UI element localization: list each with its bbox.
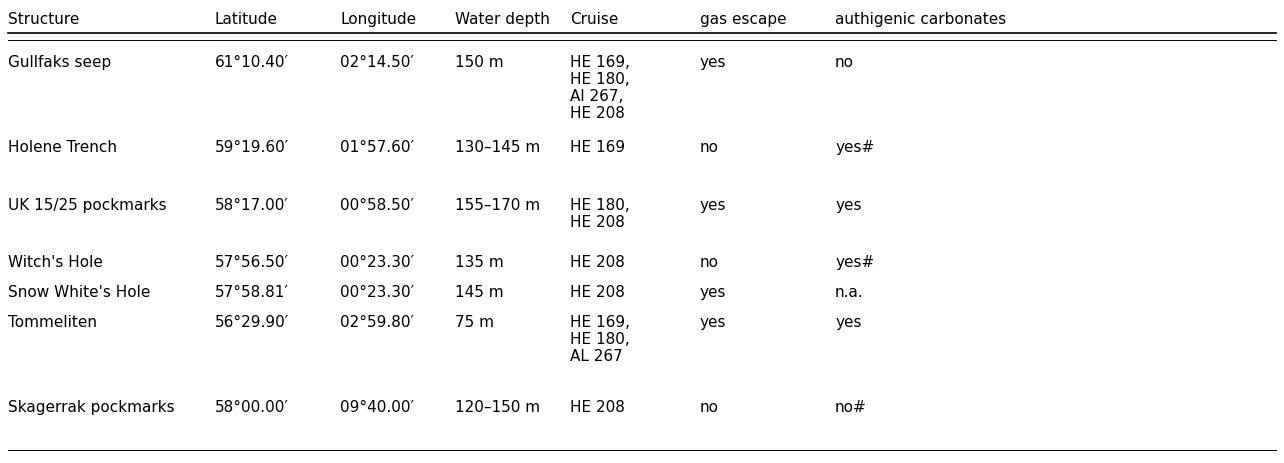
- Text: no: no: [835, 55, 854, 70]
- Text: yes: yes: [835, 198, 862, 213]
- Text: HE 180,: HE 180,: [570, 332, 629, 347]
- Text: 155–170 m: 155–170 m: [455, 198, 541, 213]
- Text: 59°19.60′: 59°19.60′: [214, 140, 289, 155]
- Text: HE 180,: HE 180,: [570, 72, 629, 87]
- Text: Latitude: Latitude: [214, 12, 279, 27]
- Text: Holene Trench: Holene Trench: [8, 140, 117, 155]
- Text: 145 m: 145 m: [455, 285, 503, 300]
- Text: 58°00.00′: 58°00.00′: [214, 400, 289, 415]
- Text: Witch's Hole: Witch's Hole: [8, 255, 103, 270]
- Text: UK 15/25 pockmarks: UK 15/25 pockmarks: [8, 198, 167, 213]
- Text: 75 m: 75 m: [455, 315, 494, 330]
- Text: 02°59.80′: 02°59.80′: [340, 315, 413, 330]
- Text: Water depth: Water depth: [455, 12, 550, 27]
- Text: 09°40.00′: 09°40.00′: [340, 400, 413, 415]
- Text: 130–145 m: 130–145 m: [455, 140, 541, 155]
- Text: HE 208: HE 208: [570, 215, 625, 230]
- Text: HE 208: HE 208: [570, 106, 625, 121]
- Text: Longitude: Longitude: [340, 12, 416, 27]
- Text: Cruise: Cruise: [570, 12, 619, 27]
- Text: yes#: yes#: [835, 255, 874, 270]
- Text: Gullfaks seep: Gullfaks seep: [8, 55, 112, 70]
- Text: n.a.: n.a.: [835, 285, 864, 300]
- Text: 00°23.30′: 00°23.30′: [340, 285, 415, 300]
- Text: yes: yes: [835, 315, 862, 330]
- Text: HE 169,: HE 169,: [570, 315, 630, 330]
- Text: yes: yes: [700, 315, 727, 330]
- Text: HE 208: HE 208: [570, 400, 625, 415]
- Text: yes: yes: [700, 198, 727, 213]
- Text: no: no: [700, 140, 719, 155]
- Text: HE 169: HE 169: [570, 140, 625, 155]
- Text: HE 208: HE 208: [570, 255, 625, 270]
- Text: 57°56.50′: 57°56.50′: [214, 255, 289, 270]
- Text: authigenic carbonates: authigenic carbonates: [835, 12, 1007, 27]
- Text: 57°58.81′: 57°58.81′: [214, 285, 289, 300]
- Text: 01°57.60′: 01°57.60′: [340, 140, 413, 155]
- Text: no: no: [700, 255, 719, 270]
- Text: AL 267: AL 267: [570, 349, 623, 364]
- Text: Snow White's Hole: Snow White's Hole: [8, 285, 150, 300]
- Text: no: no: [700, 400, 719, 415]
- Text: 56°29.90′: 56°29.90′: [214, 315, 289, 330]
- Text: 00°58.50′: 00°58.50′: [340, 198, 413, 213]
- Text: Skagerrak pockmarks: Skagerrak pockmarks: [8, 400, 175, 415]
- Text: yes: yes: [700, 55, 727, 70]
- Text: HE 180,: HE 180,: [570, 198, 629, 213]
- Text: 00°23.30′: 00°23.30′: [340, 255, 415, 270]
- Text: HE 208: HE 208: [570, 285, 625, 300]
- Text: gas escape: gas escape: [700, 12, 787, 27]
- Text: HE 169,: HE 169,: [570, 55, 630, 70]
- Text: yes#: yes#: [835, 140, 874, 155]
- Text: yes: yes: [700, 285, 727, 300]
- Text: 58°17.00′: 58°17.00′: [214, 198, 289, 213]
- Text: 150 m: 150 m: [455, 55, 503, 70]
- Text: Structure: Structure: [8, 12, 80, 27]
- Text: 02°14.50′: 02°14.50′: [340, 55, 413, 70]
- Text: no#: no#: [835, 400, 867, 415]
- Text: 135 m: 135 m: [455, 255, 503, 270]
- Text: Al 267,: Al 267,: [570, 89, 623, 104]
- Text: Tommeliten: Tommeliten: [8, 315, 98, 330]
- Text: 61°10.40′: 61°10.40′: [214, 55, 289, 70]
- Text: 120–150 m: 120–150 m: [455, 400, 541, 415]
